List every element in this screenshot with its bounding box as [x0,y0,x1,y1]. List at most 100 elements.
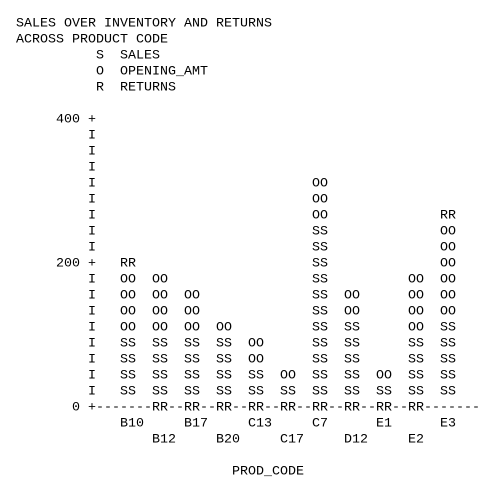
bar-cell: OO [216,321,232,336]
bar-cell: SS [344,321,360,336]
x-axis-segment: -- [296,401,312,416]
y-tick-label: 400 [56,113,80,128]
x-tick-label: B17 [184,417,208,432]
bar-cell: OO [408,273,424,288]
bar-cell: SS [216,369,232,384]
bar-cell: OO [184,289,200,304]
bar-segment: RR [344,401,360,416]
bar-segment: RR [120,257,136,272]
bar-cell: SS [184,353,200,368]
bar-cell: OO [312,209,328,224]
x-axis-segment: -- [392,401,408,416]
y-axis-segment: I [88,305,96,320]
bar-cell: SS [184,337,200,352]
bar-cell: SS [152,337,168,352]
bar-cell: SS [440,337,456,352]
bar-cell: OO [408,321,424,336]
bar-cell: SS [248,369,264,384]
bar-cell: OO [184,305,200,320]
bar-segment: RR [408,401,424,416]
x-axis-segment: -- [264,401,280,416]
bar-cell: OO [312,193,328,208]
y-axis-segment: I [88,385,96,400]
y-tick-label: 200 [56,257,80,272]
bar-segment: RR [280,401,296,416]
bar-cell: SS [184,385,200,400]
bar-cell: OO [152,305,168,320]
x-axis-segment: -- [328,401,344,416]
x-axis-segment: -- [360,401,376,416]
x-axis-segment: ------- [424,401,480,416]
y-axis-segment: I [88,225,96,240]
x-axis-segment: ------- [96,401,152,416]
bar-cell: SS [376,385,392,400]
bar-cell: OO [440,225,456,240]
bar-cell: OO [344,305,360,320]
bar-cell: OO [152,289,168,304]
bar-segment: RR [376,401,392,416]
x-axis-label: PROD_CODE [232,465,304,480]
bar-segment: RR [216,401,232,416]
x-tick-label: D12 [344,433,368,448]
bar-cell: OO [440,257,456,272]
bar-cell: SS [216,337,232,352]
y-axis-segment: I [88,161,96,176]
y-tick-mark: + [88,257,96,272]
y-axis-segment: I [88,369,96,384]
x-tick-label: C17 [280,433,304,448]
x-tick-label: B12 [152,433,176,448]
bar-cell: OO [376,369,392,384]
y-axis-segment: I [88,129,96,144]
y-tick-mark: + [88,401,96,416]
bar-cell: OO [248,337,264,352]
bar-cell: SS [344,337,360,352]
bar-cell: SS [408,353,424,368]
bar-cell: OO [120,273,136,288]
x-tick-label: C13 [248,417,272,432]
y-tick-mark: + [88,113,96,128]
bar-segment: RR [152,401,168,416]
bar-cell: SS [408,369,424,384]
bar-cell: SS [312,257,328,272]
legend-label: OPENING_AMT [120,65,208,80]
bar-cell: OO [120,321,136,336]
bar-cell: OO [152,321,168,336]
bar-cell: SS [312,289,328,304]
bar-cell: SS [312,305,328,320]
bar-cell: OO [344,289,360,304]
y-axis-segment: I [88,209,96,224]
y-axis-segment: I [88,177,96,192]
x-axis-segment: -- [168,401,184,416]
y-axis-segment: I [88,193,96,208]
bar-cell: SS [120,369,136,384]
bar-cell: SS [440,369,456,384]
bar-cell: SS [152,369,168,384]
x-tick-label: E1 [376,417,392,432]
bar-cell: SS [248,385,264,400]
bar-cell: SS [344,369,360,384]
bar-cell: OO [408,289,424,304]
x-tick-label: E2 [408,433,424,448]
bar-cell: SS [312,385,328,400]
bar-cell: SS [312,353,328,368]
bar-cell: SS [216,385,232,400]
x-tick-label: C7 [312,417,328,432]
chart-title: ACROSS PRODUCT CODE [16,33,168,48]
bar-segment: RR [440,209,456,224]
bar-cell: OO [280,369,296,384]
x-tick-label: E3 [440,417,456,432]
bar-segment: OO [376,369,392,384]
bar-cell: OO [152,273,168,288]
legend-symbol: S [96,49,104,64]
